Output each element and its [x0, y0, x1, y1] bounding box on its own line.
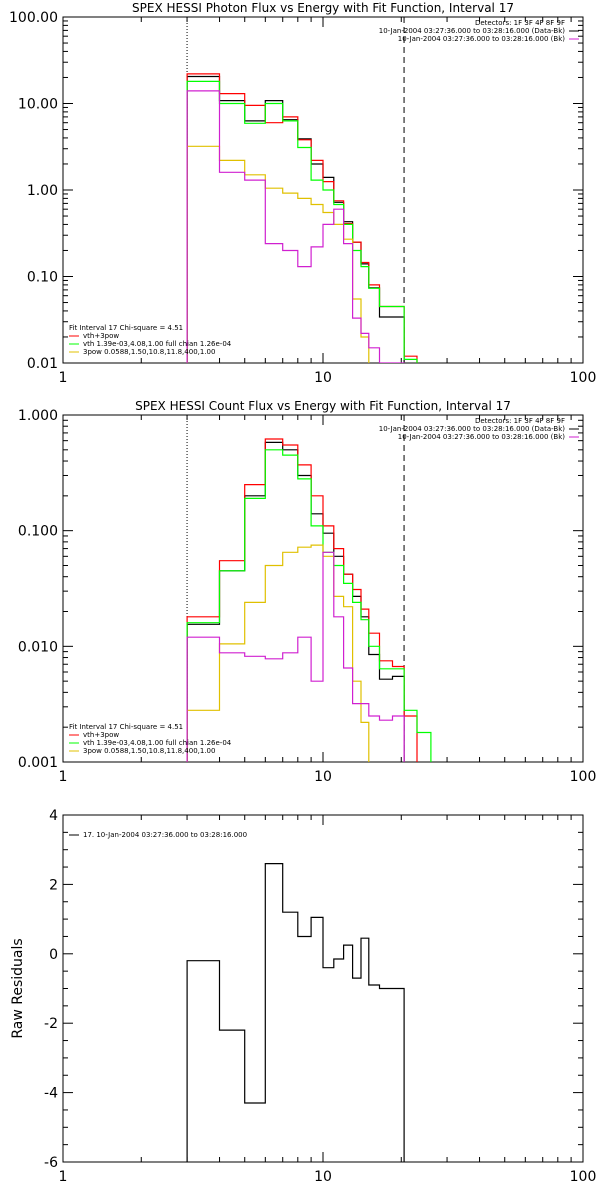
legend-entry: vth+3pow: [83, 731, 119, 739]
y-tick-label: -4: [44, 1086, 58, 1102]
header-line: 10-Jan-2004 03:27:36.000 to 03:28:16.000…: [379, 27, 566, 35]
y-tick-label: 0: [49, 947, 58, 963]
x-tick-label: 1: [59, 769, 68, 785]
x-tick-label: 10: [314, 1169, 332, 1185]
chart-title: SPEX HESSI Photon Flux vs Energy with Fi…: [132, 1, 514, 15]
chart-title: SPEX HESSI Count Flux vs Energy with Fit…: [135, 399, 511, 413]
x-tick-label: 1: [59, 1169, 68, 1185]
x-tick-label: 100: [570, 1169, 597, 1185]
y-tick-label: 0.100: [18, 524, 58, 540]
header-line: 10-Jan-2004 03:27:36.000 to 03:28:16.000…: [398, 35, 566, 43]
y-tick-label: 0.10: [27, 270, 58, 286]
header-line: Detectors: 1F 3F 4F 8F 9F: [475, 19, 565, 27]
series-group: [186, 73, 418, 363]
header-line: 10-Jan-2004 03:27:36.000 to 03:28:16.000…: [379, 425, 566, 433]
x-tick-label: 1: [59, 370, 68, 386]
y-tick-label: 1.00: [27, 183, 58, 199]
y-tick-label: 0.001: [18, 755, 58, 771]
y-axis-label: Raw Residuals: [10, 938, 26, 1038]
series-line-vth-3pow: [186, 438, 418, 762]
legend-entry: vth 1.39e-03,4.08,1.00 full chian 1.26e-…: [83, 739, 232, 747]
y-tick-label: 1.000: [18, 408, 58, 424]
y-tick-label: 0.01: [27, 356, 58, 372]
y-tick-label: 4: [49, 808, 58, 824]
legend-entry: 3pow 0.0588,1.50,10.8,11.8,400,1.00: [83, 747, 215, 755]
legend-entry: vth+3pow: [83, 332, 119, 340]
y-tick-label: 0.010: [18, 639, 58, 655]
series-line-17-10-jan-2004-03-27-36-000-to-03-28-16-000: [186, 863, 405, 1162]
y-tick-label: -6: [44, 1155, 58, 1171]
chart-panel-3: 1 10 100 -6 -4 -2 0 2 4 Raw Residuals 17. 10-Jan-2…: [10, 808, 596, 1185]
series-line-bk: [186, 551, 405, 762]
x-tick-label: 10: [314, 769, 332, 785]
header-line: 10-Jan-2004 03:27:36.000 to 03:28:16.000…: [398, 433, 566, 441]
header-line: Detectors: 1F 3F 4F 8F 9F: [475, 417, 565, 425]
y-tick-label: -2: [44, 1016, 58, 1032]
legend-entry: 17. 10-Jan-2004 03:27:36.000 to 03:28:16…: [83, 831, 247, 839]
legend-entry: vth 1.39e-03,4.08,1.00 full chian 1.26e-…: [83, 340, 232, 348]
y-tick-label: 2: [49, 877, 58, 893]
legend-entry: 3pow 0.0588,1.50,10.8,11.8,400,1.00: [83, 348, 215, 356]
series-line-vth: [186, 80, 418, 363]
x-tick-label: 10: [314, 370, 332, 386]
series-group: [186, 438, 432, 762]
legend-entry: Fit Interval 17 Chi-square = 4.51: [69, 324, 183, 332]
y-tick-label: 100.00: [9, 10, 58, 26]
series-group: [186, 863, 405, 1162]
y-tick-label: 10.00: [18, 97, 58, 113]
legend-entry: Fit Interval 17 Chi-square = 4.51: [69, 723, 183, 731]
series-line-bk: [186, 90, 405, 363]
chart-panel-1: SPEX HESSI Photon Flux vs Energy with Fi…: [9, 1, 596, 386]
x-tick-label: 100: [570, 370, 597, 386]
series-line-data-bk: [186, 441, 405, 762]
chart-panel-2: SPEX HESSI Count Flux vs Energy with Fit…: [18, 399, 596, 785]
x-tick-label: 100: [570, 769, 597, 785]
